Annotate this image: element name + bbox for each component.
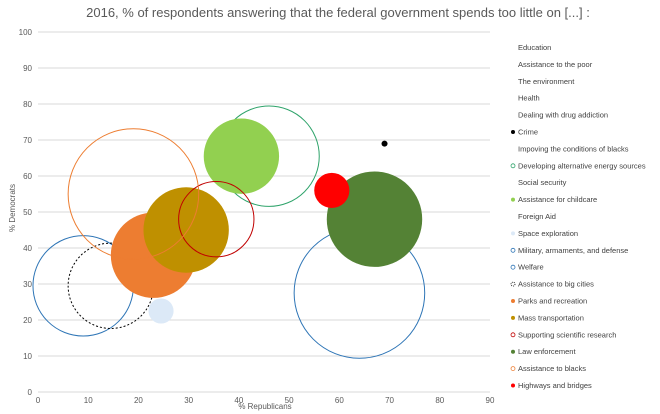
x-tick-label: 10 — [84, 396, 93, 405]
y-tick-label: 90 — [23, 64, 32, 73]
x-tick-label: 30 — [184, 396, 193, 405]
x-tick-label: 90 — [486, 396, 495, 405]
legend-entry: Assistance for childcare — [518, 195, 597, 204]
legend-marker — [510, 332, 516, 338]
legend-marker — [511, 383, 515, 388]
legend-entry: Parks and recreation — [518, 297, 587, 306]
y-axis-title: % Democrats — [8, 184, 17, 232]
legend-entry: Education — [518, 43, 551, 52]
legend: Education Assistance to the poor The envir… — [510, 43, 646, 390]
legend-entry: Highways and bridges — [518, 381, 592, 390]
legend-entry: Mass transportation — [518, 313, 584, 322]
legend-entry: Crime — [518, 128, 538, 137]
y-tick-label: 50 — [23, 208, 32, 217]
gridlines — [38, 31, 490, 393]
legend-marker — [511, 130, 515, 134]
legend-entry: Welfare — [518, 263, 544, 272]
y-tick-label: 40 — [23, 244, 32, 253]
legend-marker — [510, 366, 516, 372]
y-axis-ticks: 0 10 20 30 40 50 60 70 80 90 100 — [19, 28, 33, 397]
y-tick-label: 80 — [23, 100, 32, 109]
legend-marker — [510, 247, 516, 253]
legend-marker — [511, 315, 515, 320]
y-tick-label: 70 — [23, 136, 32, 145]
legend-entry: Military, armaments, and defense — [518, 246, 628, 255]
legend-entry: Health — [518, 94, 540, 103]
legend-marker — [511, 299, 515, 303]
legend-entry: Assistance to big cities — [518, 280, 594, 289]
legend-marker — [511, 197, 515, 202]
y-tick-label: 0 — [28, 388, 33, 397]
y-tick-label: 60 — [23, 172, 32, 181]
y-tick-label: 10 — [23, 352, 32, 361]
legend-marker — [511, 349, 515, 354]
y-tick-label: 100 — [19, 28, 33, 37]
x-tick-label: 60 — [335, 396, 344, 405]
legend-entry: Impoving the conditions of blacks — [518, 144, 629, 153]
bubble — [143, 187, 229, 273]
bubble — [326, 171, 423, 267]
legend-entry: Foreign Aid — [518, 212, 556, 221]
legend-marker — [510, 281, 516, 287]
bubble — [314, 172, 350, 208]
y-tick-label: 30 — [23, 280, 32, 289]
x-axis-ticks: 0 10 20 30 40 50 60 70 80 90 — [36, 396, 495, 405]
x-axis-title: % Republicans — [238, 402, 291, 411]
legend-entry: Assistance to blacks — [518, 364, 586, 373]
bubbles — [32, 105, 426, 359]
x-tick-label: 40 — [234, 396, 243, 405]
bubble — [67, 128, 200, 260]
bubble — [203, 118, 280, 194]
x-tick-label: 20 — [134, 396, 143, 405]
legend-entry: Developing alternative energy sources — [518, 161, 646, 170]
bubble — [178, 181, 255, 258]
legend-entry: Assistance to the poor — [518, 60, 593, 69]
bubble — [148, 298, 174, 324]
legend-entry: Supporting scientific research — [518, 330, 616, 339]
legend-entry: The environment — [518, 77, 575, 86]
bubble — [381, 140, 388, 147]
y-tick-label: 20 — [23, 316, 32, 325]
legend-marker — [511, 231, 515, 236]
x-tick-label: 70 — [385, 396, 394, 405]
legend-entry: Social security — [518, 178, 567, 187]
legend-marker — [510, 264, 516, 270]
x-tick-label: 0 — [36, 396, 41, 405]
chart-title: 2016, % of respondents answering that th… — [86, 5, 590, 20]
legend-marker — [510, 163, 516, 169]
legend-entry: Dealing with drug addiction — [518, 111, 608, 120]
x-tick-label: 80 — [435, 396, 444, 405]
legend-entry: Law enforcement — [518, 347, 576, 356]
legend-entry: Space exploration — [518, 229, 578, 238]
x-tick-label: 50 — [285, 396, 294, 405]
